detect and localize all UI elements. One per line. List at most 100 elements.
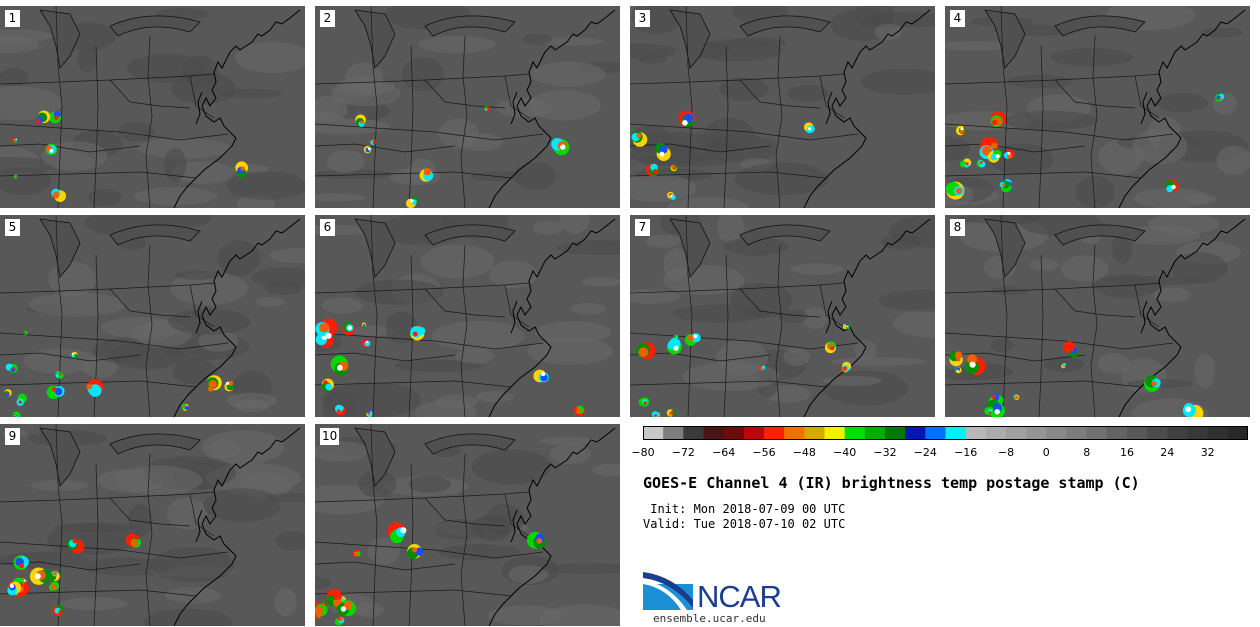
storm-cell xyxy=(29,567,53,585)
storm-cell xyxy=(49,110,61,124)
storm-cell xyxy=(551,138,570,156)
coastline xyxy=(488,218,616,417)
map-panel-9: 9 xyxy=(0,424,305,626)
state-border xyxy=(1090,244,1098,417)
state-border xyxy=(424,497,506,527)
great-lakes xyxy=(39,218,201,278)
cloud-patch xyxy=(1111,232,1133,264)
state-border xyxy=(0,171,197,179)
great-lakes xyxy=(354,427,516,487)
coastline xyxy=(1140,300,1148,334)
state-border xyxy=(109,497,191,527)
storm-cell xyxy=(71,351,78,359)
coastline xyxy=(825,300,833,334)
panel-label: 10 xyxy=(320,428,340,445)
cloud-patch xyxy=(645,234,682,248)
storm-cell xyxy=(419,167,434,182)
storm-cell xyxy=(651,411,662,417)
cloud-patch xyxy=(535,321,612,343)
storm-cell xyxy=(370,138,377,145)
cloud-patch xyxy=(255,297,286,307)
cloud-patch xyxy=(168,308,251,335)
colorbar-border xyxy=(643,426,1248,440)
state-border xyxy=(55,6,63,208)
state-border xyxy=(189,493,215,537)
storm-cell xyxy=(13,555,29,570)
cloud-patch xyxy=(879,289,935,312)
storm-cell xyxy=(646,163,660,177)
cloud-patch xyxy=(457,133,503,151)
state-border xyxy=(315,73,530,85)
cloud-patch xyxy=(630,289,680,304)
storm-cell xyxy=(678,110,695,127)
storm-cell xyxy=(321,378,334,392)
state-border xyxy=(315,171,512,179)
state-border xyxy=(945,73,1160,85)
storm-cell xyxy=(842,323,850,330)
cloud-patch xyxy=(1029,258,1060,271)
cloud-patch xyxy=(540,563,620,575)
state-border xyxy=(145,35,153,208)
state-border xyxy=(685,6,693,208)
state-border xyxy=(1038,254,1044,417)
state-border xyxy=(315,589,512,597)
state-border xyxy=(945,352,1086,362)
cloud-patch xyxy=(892,308,935,338)
satellite-map xyxy=(0,424,305,626)
storm-cell xyxy=(1013,394,1020,400)
state-border xyxy=(189,284,215,328)
storm-cell xyxy=(16,393,27,406)
cloud-patch xyxy=(471,449,551,485)
state-border xyxy=(460,35,468,208)
cloud-patch xyxy=(591,463,620,476)
cloud-patch xyxy=(1097,353,1131,374)
state-border xyxy=(0,143,141,153)
site-url: ensemble.ucar.edu xyxy=(653,612,766,625)
colorbar-tick-label: 0 xyxy=(1042,446,1050,459)
state-border xyxy=(504,284,530,328)
storm-cell xyxy=(824,341,837,354)
state-border xyxy=(424,288,506,318)
cloud-patch xyxy=(630,174,697,202)
state-border xyxy=(630,123,859,141)
panel-label: 7 xyxy=(635,219,650,236)
coastline xyxy=(195,300,203,334)
great-lakes xyxy=(669,9,831,69)
colorbar-swatch xyxy=(1046,426,1067,440)
cloud-patch xyxy=(353,602,384,618)
satellite-map xyxy=(315,6,620,208)
storm-cell xyxy=(841,361,852,373)
storm-cell xyxy=(361,322,367,328)
state-border xyxy=(0,352,141,362)
colorbar-swatch xyxy=(703,426,725,440)
storm-cell xyxy=(955,366,962,374)
cloud-patch xyxy=(854,340,878,361)
storm-cell xyxy=(206,375,222,392)
colorbar-swatch xyxy=(743,426,765,440)
cloud-patch xyxy=(1132,129,1188,164)
panel-label: 1 xyxy=(5,10,20,27)
satellite-map xyxy=(0,215,305,417)
storm-cell xyxy=(46,385,65,400)
valid-time: Valid: Tue 2018-07-10 02 UTC xyxy=(643,517,846,531)
storm-cell xyxy=(667,191,676,200)
cloud-patch xyxy=(1060,255,1109,282)
storm-cell xyxy=(631,131,648,147)
map-panel-10: 10 xyxy=(315,424,620,626)
colorbar-tick-label: −24 xyxy=(913,446,937,459)
cloud-patch xyxy=(532,220,564,235)
storm-cell xyxy=(990,111,1006,127)
state-border xyxy=(630,380,827,388)
colorbar-tick-label: −40 xyxy=(833,446,857,459)
cloud-patch xyxy=(1075,176,1115,208)
cloud-patch xyxy=(315,193,367,202)
storm-cell xyxy=(55,370,64,379)
map-panel-3: 3 xyxy=(630,6,935,208)
satellite-map xyxy=(315,424,620,626)
cloud-patch xyxy=(174,270,221,280)
storm-cell xyxy=(86,379,104,397)
storm-cell xyxy=(407,544,424,559)
cloud-patch xyxy=(408,476,451,493)
state-border xyxy=(945,332,1174,350)
panel-label: 3 xyxy=(635,10,650,27)
